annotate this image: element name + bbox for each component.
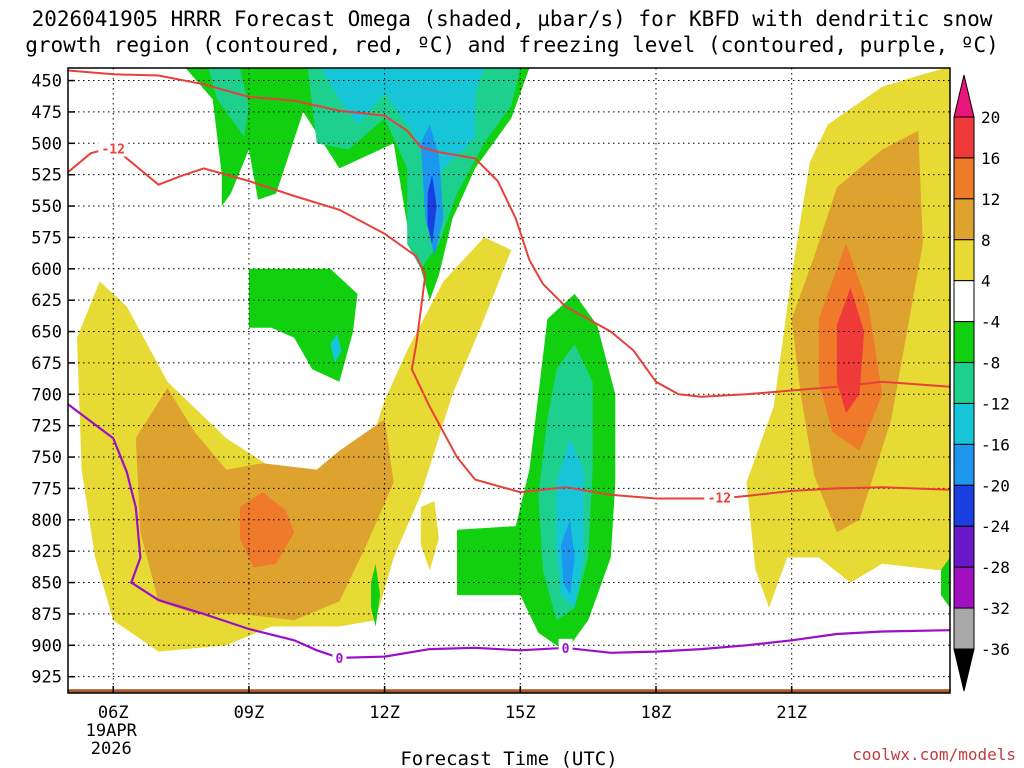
y-tick-label-800: 800 xyxy=(31,511,62,531)
y-tick-label-625: 625 xyxy=(31,291,62,311)
colorbar-label-10: -24 xyxy=(981,517,1010,536)
y-tick-label-600: 600 xyxy=(31,260,62,280)
y-tick-label-650: 650 xyxy=(31,323,62,343)
freezing-label-bg-0 xyxy=(332,648,347,665)
chart-title-line1: 2026041905 HRRR Forecast Omega (shaded, … xyxy=(32,7,993,31)
y-tick-label-825: 825 xyxy=(31,542,62,562)
colorbar-label-11: -28 xyxy=(981,558,1010,577)
colorbar-band-6 xyxy=(953,362,975,404)
colorbar-bottom-arrow xyxy=(953,648,975,692)
omega-region-22 xyxy=(941,557,950,608)
dgz-label-bg-1 xyxy=(704,489,735,506)
colorbar-label-4: 4 xyxy=(981,272,991,291)
omega-region-7 xyxy=(836,287,865,414)
colorbar-label-8: -16 xyxy=(981,435,1010,454)
grid-lines xyxy=(68,68,950,693)
colorbar-band-7 xyxy=(953,402,975,445)
dgz-label-0: -12 xyxy=(101,143,124,158)
omega-region-2 xyxy=(239,492,295,568)
colorbar-band-9 xyxy=(953,484,975,527)
colorbar-label-13: -36 xyxy=(981,640,1010,659)
colorbar-band-0 xyxy=(953,116,975,159)
colorbar-label-7: -12 xyxy=(981,394,1010,413)
y-tick-label-700: 700 xyxy=(31,385,62,405)
omega-region-15 xyxy=(321,68,485,188)
colorbar-band-12 xyxy=(953,607,975,650)
y-tick-label-525: 525 xyxy=(31,166,62,186)
omega-region-3 xyxy=(420,501,439,570)
colorbar-band-3 xyxy=(953,239,975,282)
terrain-band xyxy=(68,689,950,693)
colorbar-band-10 xyxy=(953,525,975,568)
y-tick-label-725: 725 xyxy=(31,417,62,437)
y-tick-label-925: 925 xyxy=(31,668,62,688)
terrain-ground xyxy=(68,689,950,693)
y-tick-label-900: 900 xyxy=(31,636,62,656)
credit-text[interactable]: coolwx.com/models xyxy=(852,745,1016,764)
dgz-label-bg-0 xyxy=(98,140,129,157)
omega-region-17 xyxy=(330,334,342,363)
colorbar-label-0: 20 xyxy=(981,108,1000,127)
y-axis: 450 475 500 525 550 575 600 625 650 675 700 725 750 7… xyxy=(31,72,75,688)
contour-labels: -12 -12 0 0 xyxy=(98,140,735,667)
colorbar-band-11 xyxy=(953,566,975,609)
omega-region-12 xyxy=(208,68,249,137)
y-tick-label-450: 450 xyxy=(31,72,62,92)
x-tick-date: 19APR xyxy=(86,721,138,741)
omega-shading xyxy=(77,68,950,652)
freezing-contour xyxy=(68,403,950,660)
colorbar-band-1 xyxy=(953,157,975,200)
y-tick-label-475: 475 xyxy=(31,103,62,123)
x-tick-label-18Z: 18Z xyxy=(641,703,672,723)
y-tick-label-775: 775 xyxy=(31,479,62,499)
plot-frame xyxy=(67,67,951,694)
colorbar-label-5: -4 xyxy=(981,313,1000,332)
colorbar-band-5 xyxy=(953,321,975,364)
x-axis-label: Forecast Time (UTC) xyxy=(400,748,617,768)
freezing-level-contour xyxy=(68,403,950,660)
x-tick-label-06Z: 06Z xyxy=(98,703,129,723)
y-tick-label-675: 675 xyxy=(31,354,62,374)
y-tick-label-750: 750 xyxy=(31,448,62,468)
colorbar-top-arrow xyxy=(953,74,975,118)
dgz-contour-1 xyxy=(68,69,950,398)
y-tick-label-500: 500 xyxy=(31,134,62,154)
colorbar-band-4 xyxy=(953,280,975,323)
x-tick-label-15Z: 15Z xyxy=(505,703,536,723)
omega-region-20 xyxy=(427,174,437,244)
omega-region-9 xyxy=(248,268,358,382)
x-tick-label-09Z: 09Z xyxy=(234,703,265,723)
omega-region-11 xyxy=(371,563,381,627)
colorbar-band-8 xyxy=(953,443,975,486)
dgz-label-1: -12 xyxy=(708,491,731,506)
y-tick-label-875: 875 xyxy=(31,605,62,625)
y-tick-label-850: 850 xyxy=(31,574,62,594)
colorbar-label-3: 8 xyxy=(981,231,991,250)
y-tick-label-550: 550 xyxy=(31,197,62,217)
freezing-label-bg-1 xyxy=(558,638,573,655)
colorbar-label-2: 12 xyxy=(981,190,1000,209)
freezing-label-1: 0 xyxy=(562,642,570,657)
colorbar: 20 16 12 8 4 -4 -8 -12 -16 -20 -24 -28 -32 -36 xyxy=(953,74,1010,692)
x-tick-year: 2026 xyxy=(91,739,132,759)
colorbar-label-1: 16 xyxy=(981,149,1000,168)
colorbar-label-12: -32 xyxy=(981,599,1010,618)
colorbar-label-6: -8 xyxy=(981,354,1000,373)
x-tick-label-12Z: 12Z xyxy=(369,703,400,723)
omega-region-21 xyxy=(567,532,573,577)
chart-title-line2: growth region (contoured, red, ºC) and f… xyxy=(25,33,999,57)
x-tick-label-21Z: 21Z xyxy=(776,703,807,723)
colorbar-label-9: -20 xyxy=(981,476,1010,495)
colorbar-band-2 xyxy=(953,198,975,241)
y-tick-label-575: 575 xyxy=(31,228,62,248)
freezing-label-0: 0 xyxy=(335,652,343,667)
